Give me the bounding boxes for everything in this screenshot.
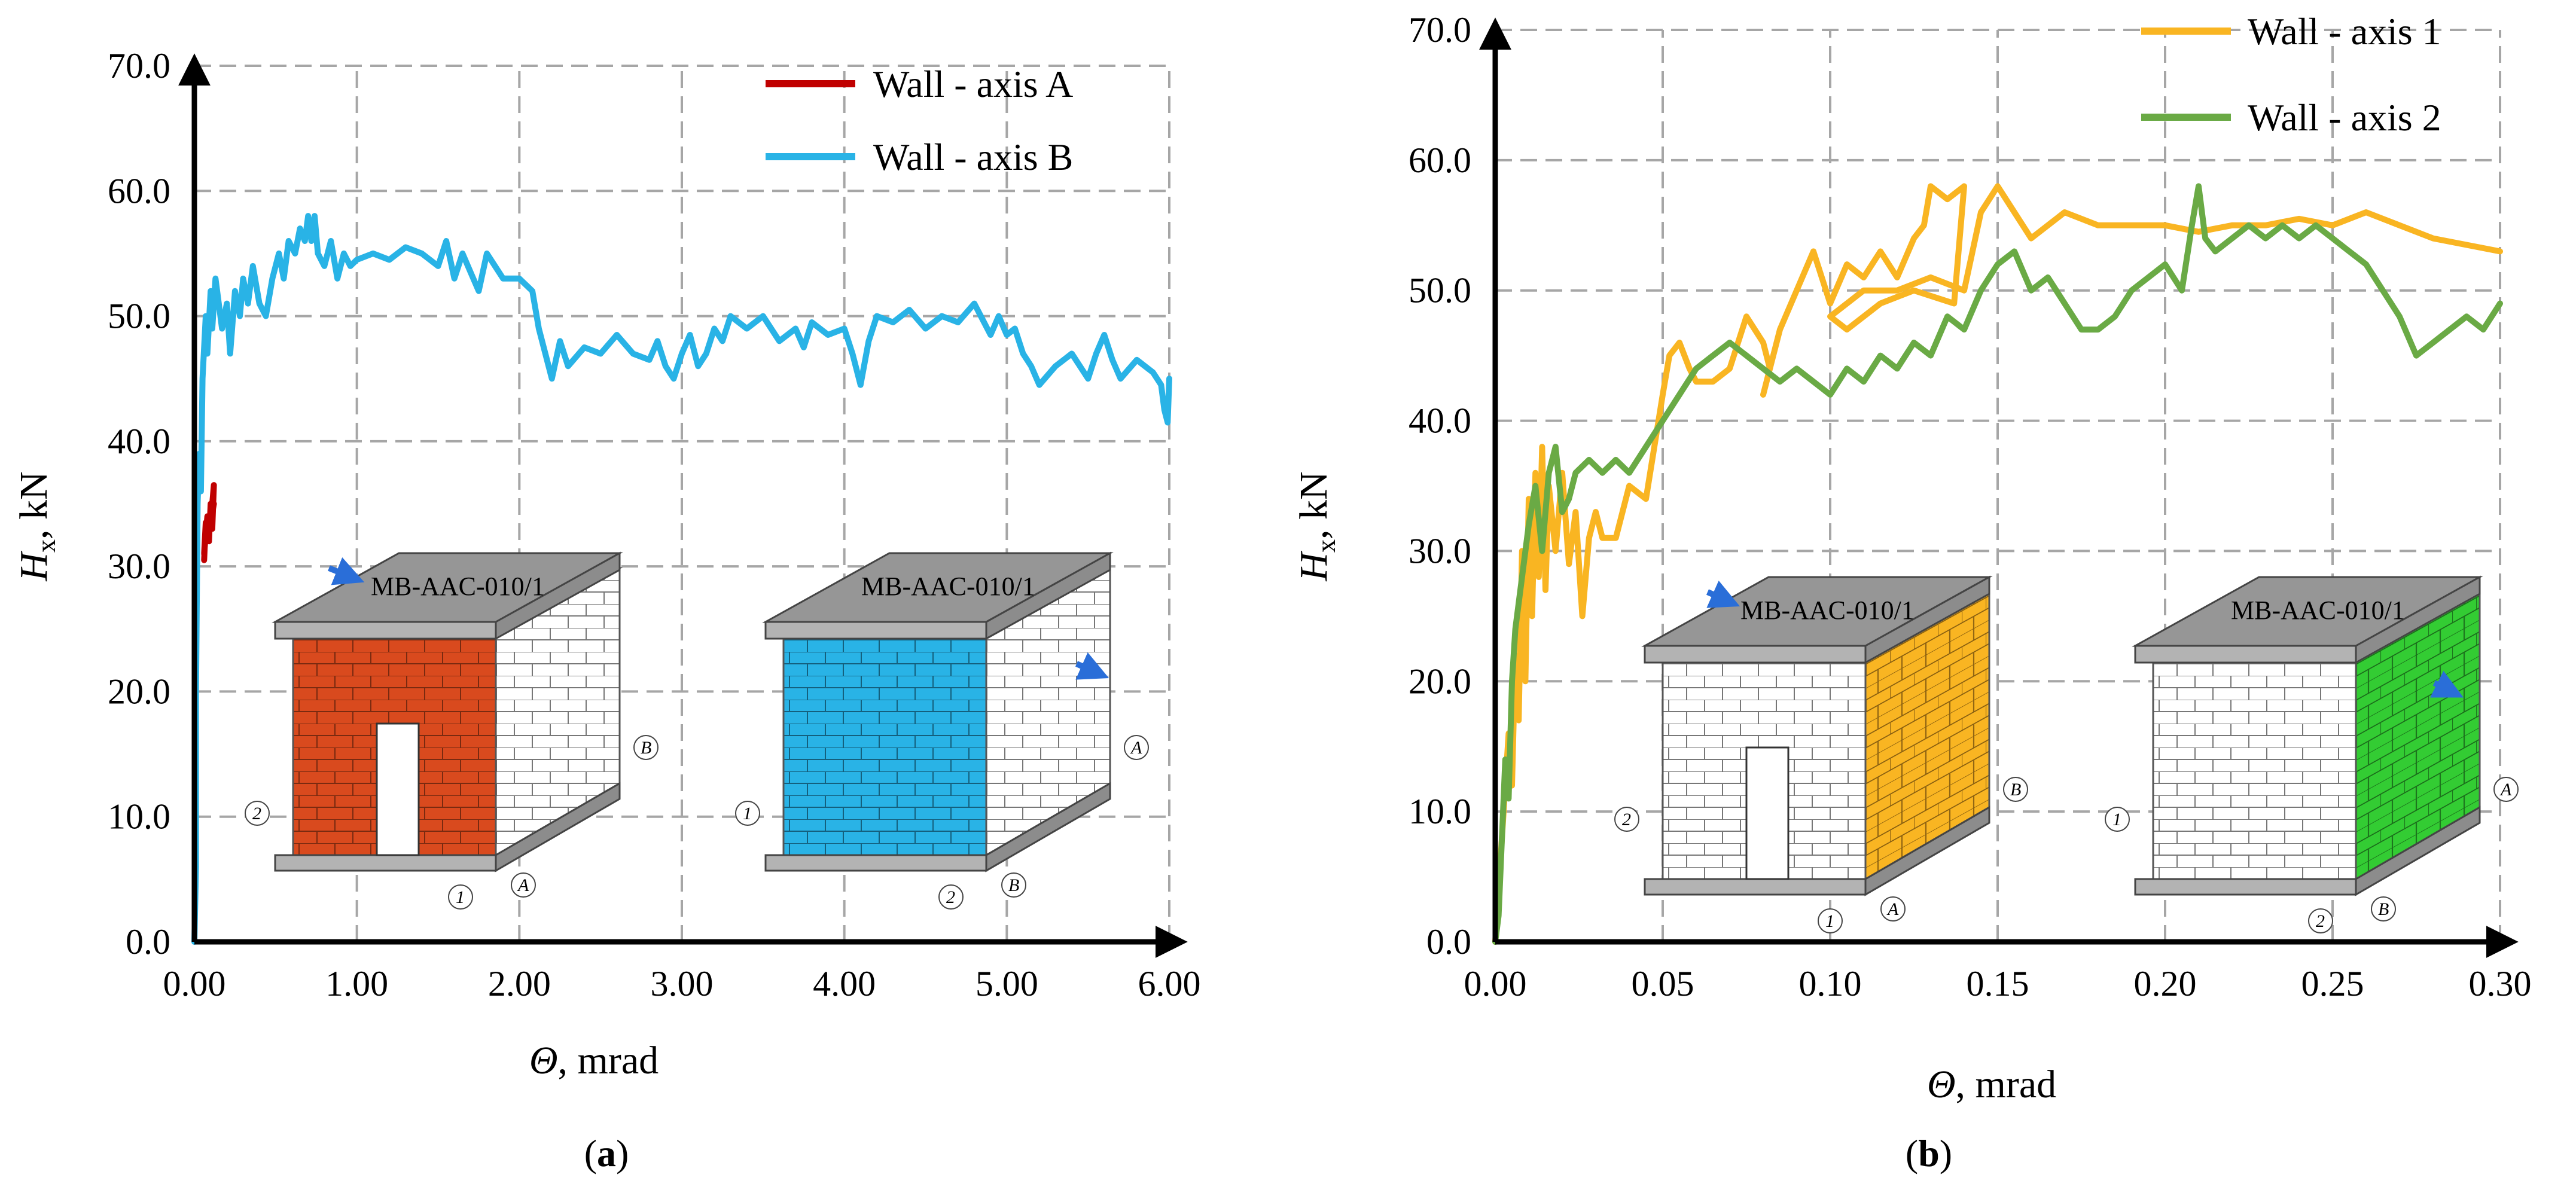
inset-label-b1: MB-AAC-010/1 [1740, 596, 1915, 625]
x-axis-title-b: Θ, mrad [1927, 1063, 2056, 1106]
y-tick-label: 30.0 [108, 547, 170, 586]
node-label: A [1130, 738, 1142, 758]
x-tick-label: 0.30 [2469, 964, 2532, 1003]
series-group-b [1492, 183, 2503, 945]
load-arrow-icon [328, 557, 365, 585]
inset-house-red: MB-AAC-010/1 2 1 A B [245, 551, 659, 910]
series-line-wall-axis-b [191, 213, 1172, 945]
node-label: 1 [1825, 911, 1834, 931]
node-label: 2 [946, 887, 955, 907]
inset-label-a2: MB-AAC-010/1 [861, 572, 1035, 601]
y-tick-label: 70.0 [108, 46, 170, 86]
node-label: A [2499, 780, 2512, 800]
y-tick-label: 10.0 [108, 797, 170, 837]
y-tick-label: 40.0 [108, 422, 170, 461]
legend-b: Wall - axis 1 Wall - axis 2 [2141, 10, 2441, 139]
inset-house-orange: MB-AAC-010/1 2 1 A B [1614, 575, 2028, 933]
y-tick-label: 20.0 [108, 672, 170, 711]
inset-house-blue: MB-AAC-010/1 1 2 B A [735, 551, 1149, 910]
node-label: A [1886, 899, 1899, 919]
x-tick-label: 5.00 [975, 964, 1038, 1003]
legend-a: Wall - axis A Wall - axis B [766, 63, 1073, 178]
series-group-a [191, 213, 1172, 945]
node-label: 1 [2112, 810, 2121, 829]
x-tick-label: 6.00 [1138, 964, 1201, 1003]
y-tick-label: 60.0 [108, 171, 170, 210]
x-tick-label: 0.25 [2301, 964, 2364, 1003]
axes-a [178, 53, 1188, 958]
axes-b [1479, 17, 2519, 958]
panel-label-a: (a) [584, 1132, 629, 1174]
node-label: B [1008, 875, 1019, 895]
panel-label-b: (b) [1906, 1132, 1952, 1174]
series-line-wall-axis-a [201, 482, 217, 563]
node-label: B [2378, 899, 2389, 919]
inset-label-a1: MB-AAC-010/1 [371, 572, 545, 601]
x-tick-label: 3.00 [651, 964, 714, 1003]
chart-panel-a: MB-AAC-010/1 2 1 A B MB-AAC-010/1 1 2 [12, 46, 1201, 1174]
ticks-b: 0.0 10.0 20.0 30.0 40.0 50.0 60.0 70.0 0.00 0.05 0… [1409, 10, 2532, 1003]
legend-label-axis-a: Wall - axis A [873, 63, 1073, 105]
x-tick-label: 0.10 [1799, 964, 1862, 1003]
y-axis-title-a: Hx, kN [12, 471, 61, 581]
x-axis-title-a: Θ, mrad [529, 1039, 659, 1082]
series-line-wall-axis-1 [1492, 183, 2503, 945]
y-tick-label: 40.0 [1409, 401, 1471, 441]
x-tick-label: 0.00 [1464, 964, 1527, 1003]
inset-label-b2: MB-AAC-010/1 [2231, 596, 2405, 625]
x-tick-label: 4.00 [813, 964, 876, 1003]
node-label: 2 [252, 804, 261, 823]
node-label: B [641, 738, 651, 758]
node-label: A [517, 875, 529, 895]
load-arrow-icon [1075, 652, 1109, 680]
legend-label-axis-b: Wall - axis B [873, 136, 1073, 178]
y-tick-label: 30.0 [1409, 531, 1471, 570]
node-label: 2 [2316, 911, 2325, 931]
x-tick-label: 0.00 [163, 964, 226, 1003]
x-tick-label: 2.00 [488, 964, 551, 1003]
y-tick-label: 0.0 [126, 922, 170, 962]
node-label: 2 [1622, 810, 1631, 829]
series-line-wall-axis-2 [1492, 183, 2503, 945]
legend-label-axis-2: Wall - axis 2 [2248, 96, 2441, 139]
y-tick-label: 10.0 [1409, 792, 1471, 831]
y-tick-label: 50.0 [108, 297, 170, 336]
y-axis-title-b: Hx, kN [1292, 471, 1341, 581]
y-tick-label: 20.0 [1409, 661, 1471, 701]
legend-label-axis-1: Wall - axis 1 [2248, 10, 2441, 53]
load-arrow-icon [2430, 670, 2464, 698]
y-tick-label: 70.0 [1409, 10, 1471, 50]
x-tick-label: 0.05 [1632, 964, 1694, 1003]
chart-panel-b: MB-AAC-010/1 2 1 A B MB-AAC-010/1 1 2 [1292, 10, 2532, 1174]
x-tick-label: 1.00 [325, 964, 388, 1003]
y-tick-label: 0.0 [1426, 922, 1471, 962]
node-label: 1 [456, 887, 465, 907]
x-tick-label: 0.15 [1967, 964, 2029, 1003]
node-label: B [2010, 780, 2021, 800]
y-tick-label: 50.0 [1409, 271, 1471, 310]
inset-house-green: MB-AAC-010/1 1 2 B A [2105, 575, 2519, 933]
x-tick-label: 0.20 [2134, 964, 2197, 1003]
y-tick-label: 60.0 [1409, 141, 1471, 180]
ticks-a: 0.0 10.0 20.0 30.0 40.0 50.0 60.0 70.0 0.00 1.00 2… [108, 46, 1201, 1003]
node-label: 1 [743, 804, 752, 823]
load-arrow-icon [1706, 580, 1740, 608]
